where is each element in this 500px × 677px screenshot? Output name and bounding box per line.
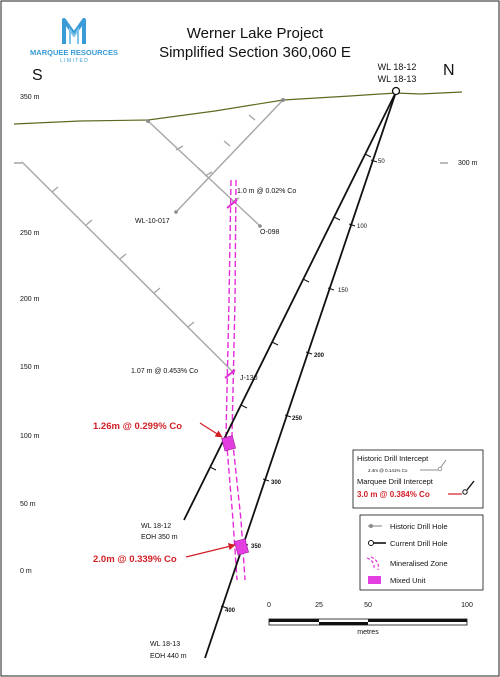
depth-label: 50 bbox=[378, 159, 385, 165]
legend-historic-intercept-title: Historic Drill Intercept bbox=[357, 454, 429, 463]
legend-historic-intercept-example: 2.4m @ 0.141% Co bbox=[368, 468, 408, 473]
mixed-unit-intercept-1 bbox=[221, 435, 236, 452]
current-intercept-label-2: 2.0m @ 0.339% Co bbox=[93, 554, 177, 565]
historic-intercept-markers bbox=[224, 199, 238, 379]
drill-hole-wl-18-13 bbox=[204, 91, 397, 659]
title-line-2: Simplified Section 360,060 E bbox=[159, 44, 351, 61]
scale-tick-0: 0 bbox=[267, 602, 271, 609]
current-intercept-label-1: 1.26m @ 0.299% Co bbox=[93, 421, 182, 432]
hole-label-j-130: J-130 bbox=[240, 375, 258, 382]
intercept-legend: Historic Drill Intercept 2.4m @ 0.141% C… bbox=[352, 449, 484, 509]
mixed-unit-intercept-2 bbox=[233, 538, 249, 556]
historic-collar bbox=[146, 119, 150, 123]
depth-label: 150 bbox=[338, 288, 349, 294]
elevation-label: 0 m bbox=[20, 568, 32, 575]
brand-name: MARQUEE RESOURCES bbox=[30, 48, 118, 57]
legend-marquee-intercept-title: Marquee Drill Intercept bbox=[357, 477, 434, 486]
wl-18-13-ticks bbox=[220, 159, 378, 609]
symbol-legend: Historic Drill Hole Current Drill Hole M… bbox=[359, 514, 484, 591]
intercept-arrow-2 bbox=[185, 543, 236, 558]
north-label: N bbox=[443, 62, 455, 79]
scale-unit: metres bbox=[357, 629, 379, 636]
hole-label-wl-18-12: WL 18-12 bbox=[141, 523, 171, 530]
depth-label: 250 bbox=[292, 416, 303, 422]
current-collar bbox=[391, 86, 401, 96]
elevation-label: 250 m bbox=[20, 230, 40, 237]
elevation-axis: 350 m 250 m 200 m 150 m 100 m 50 m 0 m 3… bbox=[14, 94, 478, 575]
hole-label-wl-10-017: WL-10-017 bbox=[135, 218, 170, 225]
scale-tick-25: 25 bbox=[315, 602, 323, 609]
intercept-arrow-1 bbox=[199, 422, 223, 438]
depth-label: 200 bbox=[314, 353, 325, 359]
depth-label: 300 bbox=[271, 480, 282, 486]
historic-drill-holes bbox=[21, 99, 284, 373]
collar-label-1: WL 18-12 bbox=[378, 62, 417, 72]
scale-bar: 0 25 50 100 metres bbox=[267, 602, 473, 636]
collar-label-2: WL 18-13 bbox=[378, 74, 417, 84]
depth-label: 100 bbox=[357, 224, 368, 230]
depth-label: 350 bbox=[251, 544, 262, 550]
hole-label-wl-18-13: WL 18-13 bbox=[150, 641, 180, 648]
current-drill-holes bbox=[183, 91, 397, 659]
historic-collar bbox=[281, 98, 285, 102]
legend-current-hole: Current Drill Hole bbox=[390, 539, 448, 548]
historic-hole-wl-10-017 bbox=[175, 99, 284, 213]
elevation-label: 200 m bbox=[20, 296, 40, 303]
historic-hole-end bbox=[258, 224, 262, 228]
legend-marquee-intercept-example: 3.0 m @ 0.384% Co bbox=[357, 490, 430, 499]
south-label: S bbox=[32, 67, 43, 84]
title-line-1: Werner Lake Project bbox=[187, 25, 324, 42]
eoh-label-wl-18-13: EOH 440 m bbox=[150, 653, 187, 660]
legend-historic-hole: Historic Drill Hole bbox=[390, 522, 448, 531]
historic-hole-end bbox=[174, 210, 178, 214]
wl-18-13-depth-labels: 50 100 150 200 250 300 350 400 bbox=[225, 159, 385, 614]
historic-intercept-label-1: 1.0 m @ 0.02% Co bbox=[237, 188, 296, 195]
depth-label: 400 bbox=[225, 608, 236, 614]
hole-label-o-098: O-098 bbox=[260, 229, 280, 236]
historic-hole-j-130 bbox=[21, 161, 234, 373]
elevation-label: 100 m bbox=[20, 433, 40, 440]
drill-hole-wl-18-12 bbox=[183, 91, 397, 521]
elevation-label: 350 m bbox=[20, 94, 40, 101]
scale-tick-50: 50 bbox=[364, 602, 372, 609]
historic-intercept-label-2: 1.07 m @ 0.453% Co bbox=[131, 368, 198, 375]
scale-tick-100: 100 bbox=[461, 602, 473, 609]
historic-hole-o-098 bbox=[147, 120, 261, 227]
legend-mixed-unit: Mixed Unit bbox=[390, 576, 426, 585]
wl-18-12-ticks bbox=[209, 153, 372, 471]
company-logo: MARQUEE RESOURCES L I M I T E D bbox=[30, 18, 118, 64]
eoh-label-wl-18-12: EOH 350 m bbox=[141, 534, 178, 541]
elevation-label: 50 m bbox=[20, 501, 36, 508]
elevation-label: 150 m bbox=[20, 364, 40, 371]
legend-mineralised-zone: Mineralised Zone bbox=[390, 559, 448, 568]
brand-subtitle: L I M I T E D bbox=[60, 58, 88, 64]
elevation-label-right: 300 m bbox=[458, 160, 478, 167]
